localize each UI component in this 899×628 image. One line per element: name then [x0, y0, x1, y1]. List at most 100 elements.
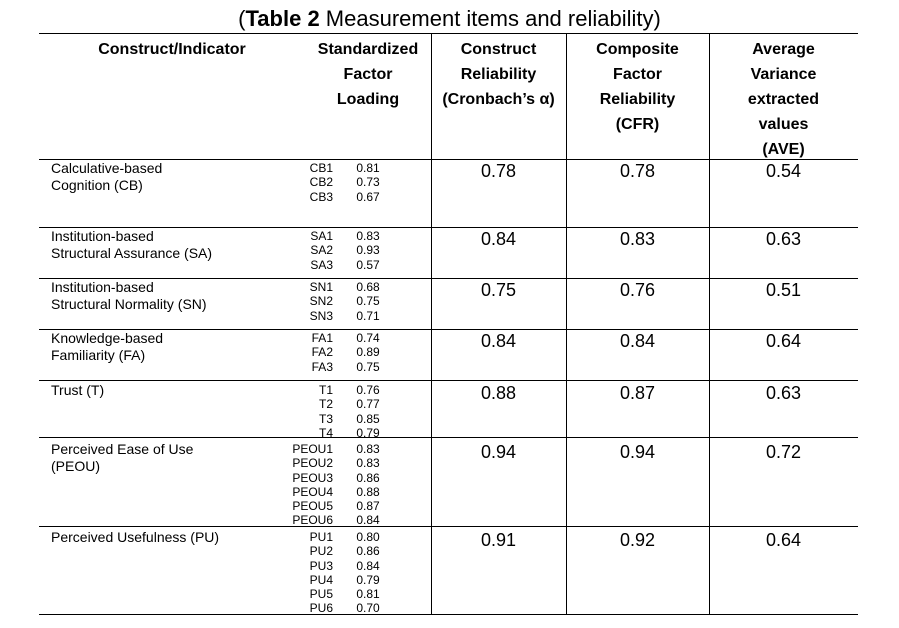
factor-loading: 0.81: [356, 587, 380, 602]
composite-reliability-value: 0.84: [619, 331, 656, 351]
construct-name: Institution-based Structural Normality (S…: [51, 279, 251, 313]
column-divider-1: [431, 33, 432, 615]
indicator-list: SA1 SA2 SA3: [219, 229, 333, 272]
row-separator: [39, 380, 858, 381]
header-ave: Average Variance extracted values (AVE): [709, 37, 858, 162]
header-line: Loading: [336, 91, 400, 108]
factor-loading: 0.75: [356, 359, 380, 374]
construct-line: Knowledge-based: [51, 330, 164, 346]
row-separator: [39, 278, 858, 279]
factor-loading: 0.86: [356, 544, 380, 559]
construct-name: Perceived Usefulness (PU): [51, 529, 251, 546]
header-line: Reliability: [460, 66, 537, 83]
indicator-code: PEOU1: [292, 442, 333, 456]
ave-value: 0.72: [765, 442, 802, 462]
factor-loading: 0.84: [356, 513, 380, 528]
row-separator: [39, 227, 858, 228]
header-composite-reliability: Composite Factor Reliability (CFR): [566, 37, 709, 137]
indicator-code: PEOU4: [292, 484, 333, 499]
indicator-code: SN1: [309, 280, 333, 294]
factor-loading: 0.77: [356, 397, 380, 412]
construct-name: Calculative-based Cognition (CB): [51, 160, 251, 194]
indicator-code: FA2: [311, 345, 333, 360]
header-line: Reliability: [599, 91, 676, 108]
indicator-list: SN1 SN2 SN3: [219, 280, 333, 323]
construct-line: Calculative-based: [51, 160, 163, 176]
indicator-code: PU4: [309, 572, 333, 587]
header-line: Variance: [750, 66, 817, 83]
header-line: Construct/Indicator: [98, 41, 246, 58]
construct-line: Perceived Ease of Use: [51, 441, 194, 457]
construct-line: Cognition (CB): [51, 177, 143, 193]
composite-reliability-value: 0.78: [619, 161, 656, 181]
indicator-list: PEOU1 PEOU2 PEOU3 PEOU4 PEOU5 PEOU6: [219, 442, 333, 528]
construct-name: Knowledge-based Familiarity (FA): [51, 330, 251, 364]
header-construct-reliability: Construct Reliability (Cronbach’s α): [431, 37, 566, 112]
construct-reliability-value: 0.88: [480, 383, 517, 403]
factor-loading: 0.75: [356, 294, 380, 309]
table-bottom-rule: [39, 614, 858, 615]
header-line: Standardized: [317, 41, 419, 58]
indicator-code: SN3: [309, 308, 333, 323]
construct-reliability-value: 0.94: [480, 442, 517, 462]
row-separator: [39, 329, 858, 330]
header-construct-indicator: Construct/Indicator: [39, 37, 305, 62]
indicator-list: CB1 CB2 CB3: [219, 161, 333, 204]
indicator-code: CB3: [309, 189, 333, 204]
indicator-code: PEOU2: [292, 456, 333, 471]
indicator-code: PU1: [309, 530, 333, 544]
factor-loading: 0.70: [356, 601, 380, 616]
header-line: Average: [752, 41, 815, 58]
loading-list: 0.80 0.86 0.84 0.79 0.81 0.70: [329, 530, 407, 616]
header-line: (AVE): [762, 141, 805, 158]
factor-loading: 0.68: [356, 280, 380, 294]
indicator-code: SA3: [310, 257, 333, 272]
factor-loading: 0.76: [356, 383, 380, 397]
construct-name: Institution-based Structural Assurance (S…: [51, 228, 251, 262]
header-line: (Cronbach’s α): [442, 91, 555, 108]
indicator-code: T3: [318, 411, 333, 426]
loading-list: 0.76 0.77 0.85 0.79: [329, 383, 407, 440]
ave-value: 0.51: [765, 280, 802, 300]
composite-reliability-value: 0.87: [619, 383, 656, 403]
indicator-code: T1: [318, 383, 333, 397]
header-factor-loading: Standardized Factor Loading: [305, 37, 431, 112]
construct-reliability-value: 0.84: [480, 229, 517, 249]
construct-line: Perceived Usefulness (PU): [51, 529, 220, 545]
construct-line: Institution-based: [51, 279, 154, 295]
factor-loading: 0.83: [356, 456, 380, 471]
ave-value: 0.64: [765, 530, 802, 550]
construct-name: Trust (T): [51, 382, 251, 399]
loading-list: 0.83 0.83 0.86 0.88 0.87 0.84: [329, 442, 407, 528]
factor-loading: 0.83: [356, 442, 380, 456]
title-open: (: [238, 6, 246, 31]
indicator-list: T1 T2 T3 T4: [219, 383, 333, 440]
header-line: extracted: [747, 91, 820, 108]
ave-value: 0.63: [765, 383, 802, 403]
title-label: Table 2: [245, 6, 320, 31]
indicator-code: T4: [318, 425, 333, 440]
title-text: Measurement items and reliability): [319, 6, 661, 31]
composite-reliability-value: 0.94: [619, 442, 656, 462]
column-divider-3: [709, 33, 710, 615]
indicator-code: PEOU3: [292, 470, 333, 485]
loading-list: 0.81 0.73 0.67: [329, 161, 407, 204]
factor-loading: 0.83: [356, 229, 380, 243]
indicator-code: PEOU5: [292, 499, 333, 514]
loading-list: 0.74 0.89 0.75: [329, 331, 407, 374]
factor-loading: 0.81: [356, 161, 380, 175]
header-line: Construct: [460, 41, 537, 58]
indicator-code: CB2: [309, 175, 333, 190]
factor-loading: 0.79: [356, 572, 380, 587]
header-line: (CFR): [615, 116, 660, 133]
header-line: Factor: [343, 66, 393, 83]
factor-loading: 0.57: [356, 257, 380, 272]
construct-reliability-value: 0.84: [480, 331, 517, 351]
construct-reliability-value: 0.75: [480, 280, 517, 300]
construct-line: Structural Assurance (SA): [51, 245, 213, 261]
indicator-code: FA3: [311, 359, 333, 374]
indicator-code: SA1: [310, 229, 333, 243]
factor-loading: 0.93: [356, 243, 380, 258]
indicator-code: PU3: [309, 558, 333, 573]
factor-loading: 0.73: [356, 175, 380, 190]
